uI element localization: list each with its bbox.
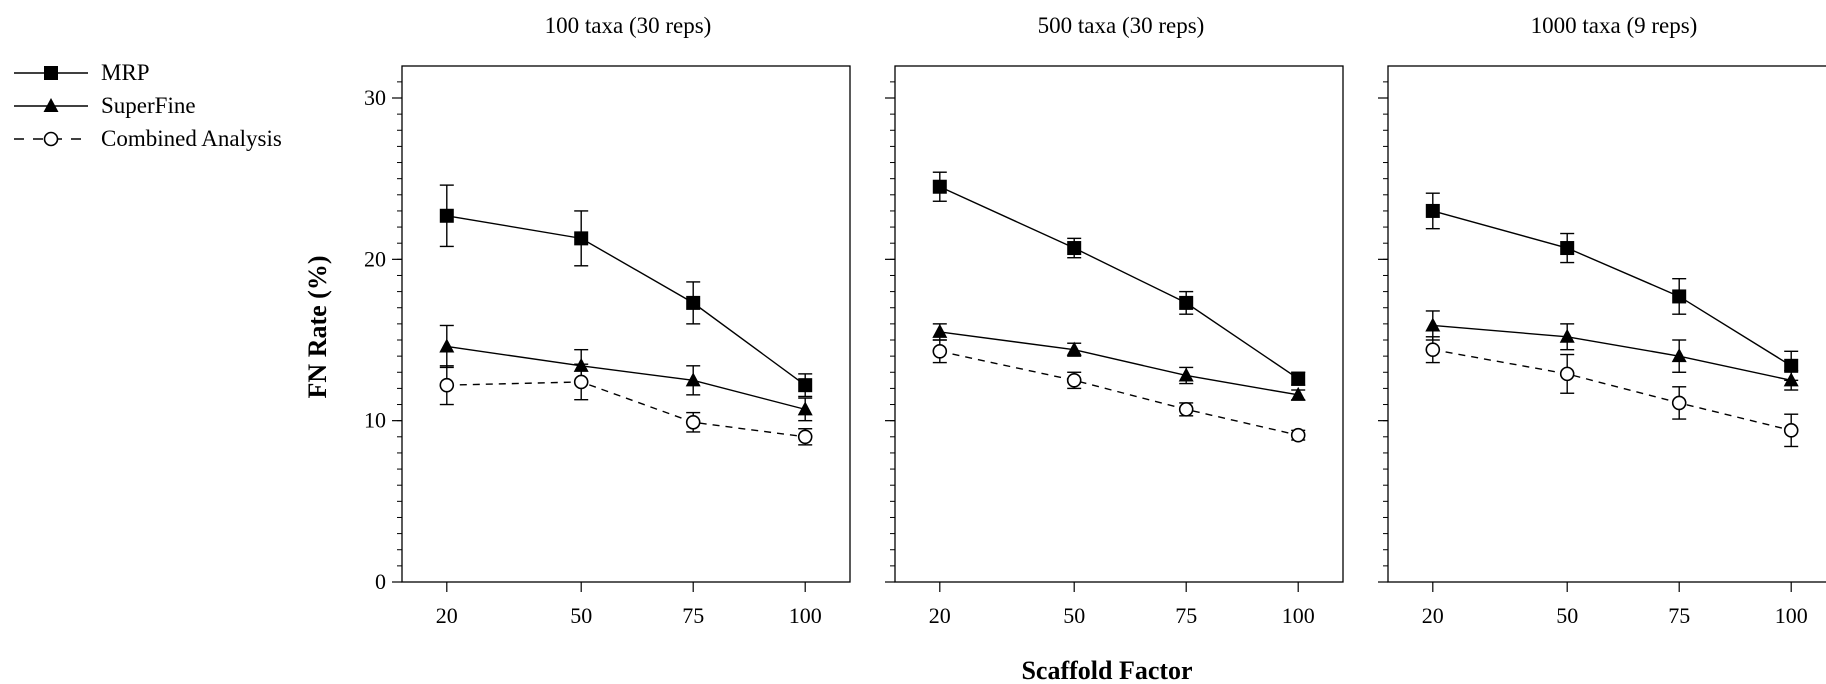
legend: MRP SuperFine Combined Analysis [14,60,282,151]
series-mrp [1425,192,1799,382]
panel-title: 500 taxa (30 reps) [1038,13,1205,38]
series-line [1432,210,1792,367]
x-tick-label: 20 [436,603,458,628]
data-point [1425,342,1441,357]
x-tick-label: 50 [1063,603,1085,628]
data-point [797,429,813,445]
data-point [1178,367,1194,382]
y-tick-label: 30 [364,85,386,110]
y-tick-label: 0 [375,569,386,594]
series-combined-analysis [932,339,1306,443]
y-tick-label: 20 [364,246,386,271]
series-line [939,350,1299,436]
data-point [439,338,455,353]
x-tick-label: 20 [929,603,951,628]
x-tick-label: 75 [682,603,704,628]
data-point [1671,348,1687,363]
panel-title: 1000 taxa (9 reps) [1531,13,1698,38]
data-point [574,231,589,246]
legend-marker [44,66,58,80]
x-tick-label: 100 [789,603,822,628]
data-point [932,179,947,194]
plot-frame [401,65,851,583]
data-point [573,374,589,390]
series-line [939,331,1299,396]
series-line [446,215,806,386]
panel-title: 100 taxa (30 reps) [545,13,712,38]
data-point [1425,317,1441,332]
data-point [1067,241,1082,256]
data-point [686,295,701,310]
plot-frame [894,65,1344,583]
data-point [1559,328,1575,343]
x-tick-label: 100 [1775,603,1808,628]
data-point [932,343,948,359]
legend-label: Combined Analysis [101,126,282,151]
data-point [1671,395,1687,411]
panel-3: 1000 taxa (9 reps) 20 50 75 100 [1378,13,1826,628]
series-mrp [439,184,813,398]
data-point [685,372,701,387]
data-point [1560,241,1575,256]
data-point [1291,371,1306,386]
data-point [1066,341,1082,356]
series-line [1432,348,1792,432]
data-point [1425,203,1440,218]
series-line [1432,324,1792,382]
data-point [439,377,455,393]
y-tick-label: 10 [364,408,386,433]
legend-label: SuperFine [101,93,196,118]
x-tick-label: 75 [1668,603,1690,628]
data-point [1783,423,1799,438]
data-point [798,378,813,393]
series-superfine [1425,310,1799,391]
series-superfine [932,323,1306,401]
data-point [797,401,813,416]
legend-label: MRP [101,60,150,85]
series-line [446,345,806,411]
data-point [932,323,948,338]
series-combined-analysis [439,363,813,446]
legend-marker [43,131,59,147]
data-point [1178,402,1194,417]
x-tick-label: 50 [570,603,592,628]
panel-2: 500 taxa (30 reps) 20 50 75 100 [885,13,1344,628]
legend-entry-superfine: SuperFine [14,93,196,118]
legend-entry-mrp: MRP [14,60,150,85]
x-axis-label: Scaffold Factor [1021,656,1192,684]
data-point [685,414,701,430]
series-line [446,381,806,438]
data-point [1179,295,1194,310]
panel-1: 100 taxa (30 reps) 0 10 20 30 20 50 75 100 [364,13,851,628]
data-point [1290,386,1306,401]
series-superfine [439,324,813,422]
series-line [939,186,1299,380]
data-point [1783,372,1799,387]
data-point [1559,366,1575,382]
series-mrp [932,171,1306,386]
y-axis-label: FN Rate (%) [303,256,332,399]
data-point [1672,289,1687,304]
x-tick-label: 75 [1175,603,1197,628]
legend-marker [43,98,59,112]
data-point [1066,373,1082,388]
x-tick-label: 20 [1422,603,1444,628]
series-combined-analysis [1425,336,1799,448]
data-point [439,208,454,223]
data-point [1290,427,1306,443]
legend-entry-combined-analysis: Combined Analysis [14,126,282,151]
data-point [1784,358,1799,373]
x-tick-label: 50 [1556,603,1578,628]
x-tick-label: 100 [1282,603,1315,628]
plot-frame [1387,65,1826,583]
